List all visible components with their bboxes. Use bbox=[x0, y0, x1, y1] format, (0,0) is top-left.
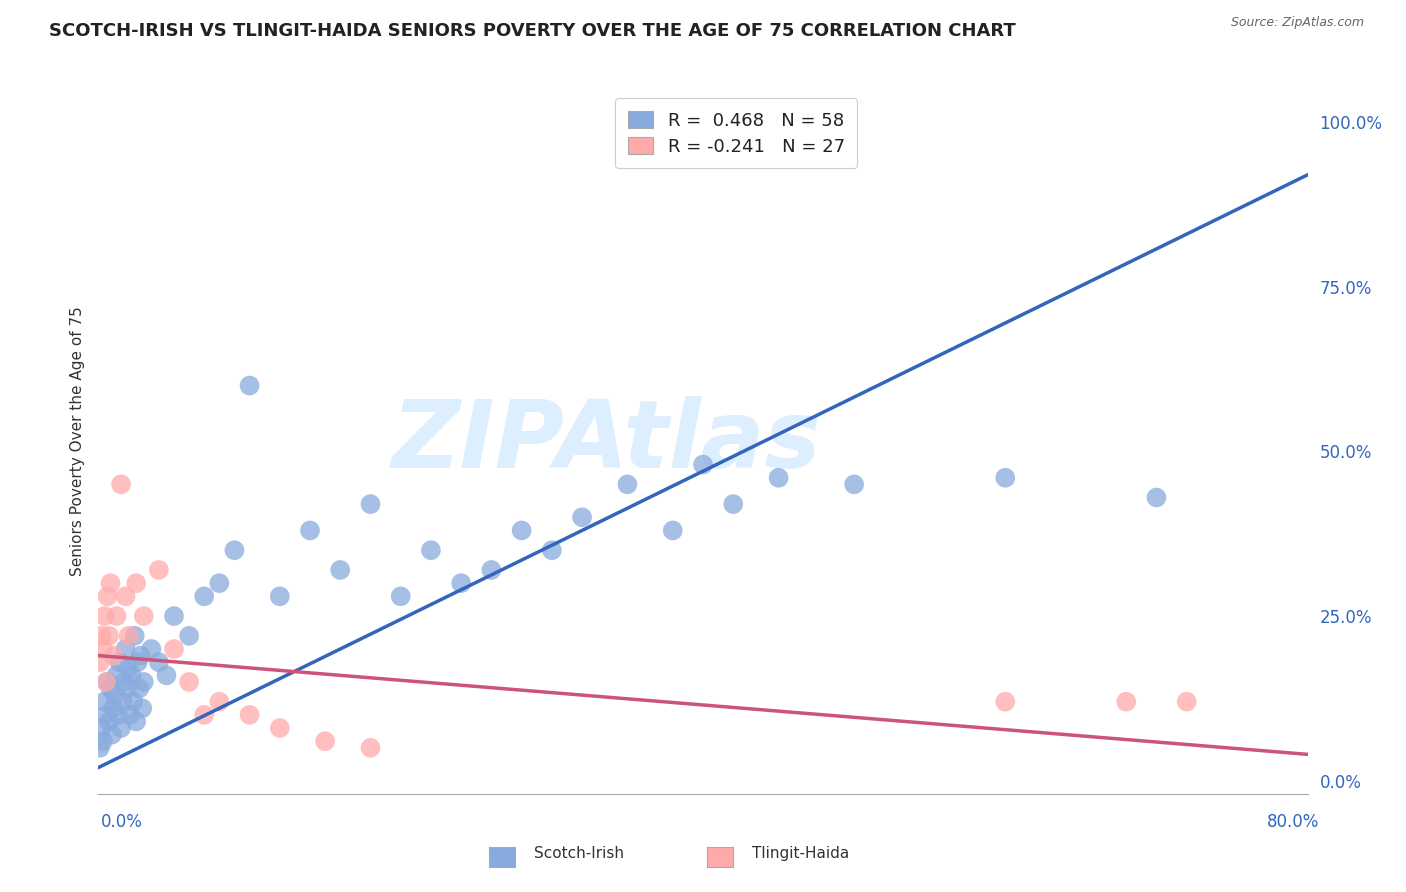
Point bbox=[179, 629, 201, 643]
Point bbox=[121, 668, 143, 682]
Point bbox=[1144, 491, 1167, 505]
Point bbox=[108, 655, 131, 669]
Point bbox=[193, 590, 215, 604]
Point bbox=[239, 707, 262, 722]
Point bbox=[163, 642, 186, 657]
Text: Source: ZipAtlas.com: Source: ZipAtlas.com bbox=[1230, 16, 1364, 29]
Point bbox=[420, 543, 443, 558]
Point bbox=[96, 674, 118, 689]
Point bbox=[100, 681, 122, 696]
Y-axis label: Seniors Poverty Over the Age of 75: Seniors Poverty Over the Age of 75 bbox=[69, 307, 84, 576]
Point bbox=[450, 576, 472, 591]
Point bbox=[299, 524, 322, 538]
Point bbox=[94, 707, 117, 722]
Point bbox=[269, 721, 291, 735]
Point bbox=[239, 378, 262, 392]
Point bbox=[844, 477, 866, 491]
Point bbox=[125, 576, 148, 591]
Point bbox=[692, 458, 714, 472]
Point bbox=[122, 695, 145, 709]
Point bbox=[89, 655, 111, 669]
Point bbox=[107, 707, 129, 722]
Point bbox=[723, 497, 745, 511]
Point bbox=[104, 688, 127, 702]
Text: Tlingit-Haida: Tlingit-Haida bbox=[752, 847, 849, 861]
Point bbox=[141, 642, 163, 657]
Point bbox=[662, 524, 685, 538]
Point bbox=[179, 674, 201, 689]
Point bbox=[96, 590, 118, 604]
Legend: R =  0.468   N = 58, R = -0.241   N = 27: R = 0.468 N = 58, R = -0.241 N = 27 bbox=[616, 98, 858, 169]
Point bbox=[93, 609, 115, 624]
Point bbox=[768, 471, 790, 485]
Point bbox=[89, 740, 111, 755]
Point bbox=[98, 714, 121, 729]
Point bbox=[103, 701, 125, 715]
Point bbox=[111, 695, 134, 709]
Point bbox=[148, 563, 170, 577]
Point bbox=[994, 471, 1017, 485]
Point bbox=[112, 674, 135, 689]
Point bbox=[360, 497, 382, 511]
Point bbox=[91, 642, 114, 657]
Point bbox=[148, 655, 170, 669]
Point bbox=[994, 695, 1017, 709]
Text: 80.0%: 80.0% bbox=[1267, 813, 1319, 830]
Point bbox=[129, 648, 152, 663]
Point bbox=[360, 740, 382, 755]
Point bbox=[120, 707, 142, 722]
Point bbox=[1115, 695, 1137, 709]
Point bbox=[110, 477, 132, 491]
Text: SCOTCH-IRISH VS TLINGIT-HAIDA SENIORS POVERTY OVER THE AGE OF 75 CORRELATION CHA: SCOTCH-IRISH VS TLINGIT-HAIDA SENIORS PO… bbox=[49, 22, 1017, 40]
Point bbox=[329, 563, 352, 577]
Point bbox=[127, 655, 149, 669]
Point bbox=[132, 609, 155, 624]
Point bbox=[540, 543, 562, 558]
Point bbox=[124, 629, 146, 643]
Point bbox=[389, 590, 412, 604]
Point bbox=[115, 681, 138, 696]
Text: Scotch-Irish: Scotch-Irish bbox=[534, 847, 624, 861]
Point bbox=[208, 576, 231, 591]
Point bbox=[131, 701, 153, 715]
Point bbox=[163, 609, 186, 624]
Point bbox=[155, 668, 177, 682]
Point bbox=[114, 642, 136, 657]
Point bbox=[94, 674, 117, 689]
Point bbox=[269, 590, 291, 604]
Point bbox=[90, 721, 112, 735]
Point bbox=[118, 662, 141, 676]
Text: ZIPAtlas: ZIPAtlas bbox=[391, 395, 821, 488]
Point bbox=[208, 695, 231, 709]
Point bbox=[571, 510, 593, 524]
Point bbox=[616, 477, 638, 491]
Point bbox=[90, 629, 112, 643]
Point bbox=[224, 543, 246, 558]
Point bbox=[132, 674, 155, 689]
Point bbox=[114, 590, 136, 604]
Point bbox=[510, 524, 533, 538]
Point bbox=[103, 648, 125, 663]
Point bbox=[481, 563, 503, 577]
Point bbox=[98, 629, 121, 643]
Point bbox=[91, 734, 114, 748]
Point bbox=[1175, 695, 1198, 709]
Point bbox=[314, 734, 336, 748]
Point bbox=[125, 714, 148, 729]
Point bbox=[93, 695, 115, 709]
Point bbox=[118, 629, 141, 643]
Text: 0.0%: 0.0% bbox=[101, 813, 143, 830]
Point bbox=[105, 609, 128, 624]
Point bbox=[100, 576, 122, 591]
Point bbox=[105, 668, 128, 682]
Point bbox=[128, 681, 150, 696]
Point bbox=[101, 728, 124, 742]
Point bbox=[193, 707, 215, 722]
Point bbox=[110, 721, 132, 735]
